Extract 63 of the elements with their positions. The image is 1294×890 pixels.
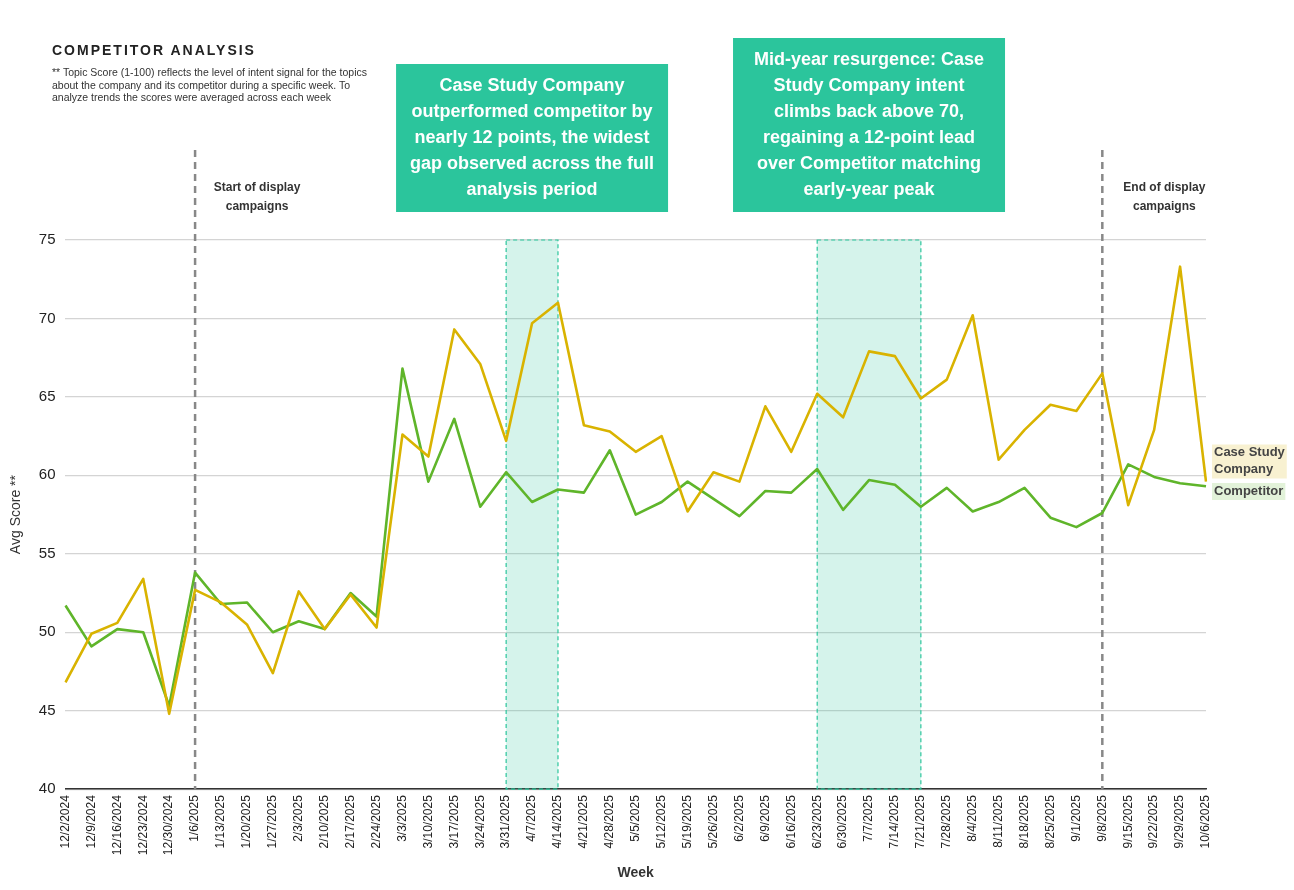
x-tick-label: 9/22/2025	[1146, 794, 1161, 849]
y-axis-title: Avg Score **	[7, 474, 24, 555]
x-tick-label: 9/8/2025	[1094, 794, 1109, 842]
y-tick-label: 55	[38, 543, 56, 561]
x-tick-label: 3/31/2025	[498, 794, 513, 849]
x-tick-label: 1/13/2025	[213, 794, 228, 849]
y-tick-label: 70	[38, 308, 56, 326]
x-tick-label: 3/3/2025	[394, 794, 409, 842]
x-tick-label: 3/10/2025	[420, 794, 435, 849]
x-tick-label: 3/24/2025	[472, 794, 487, 849]
chart-title: COMPETITOR ANALYSIS	[52, 42, 256, 58]
x-tick-label: 1/6/2025	[187, 794, 202, 842]
x-tick-label: 12/23/2024	[135, 794, 150, 856]
x-tick-label: 1/20/2025	[239, 794, 254, 849]
x-tick-label: 4/7/2025	[524, 794, 539, 842]
x-tick-label: 12/2/2024	[57, 794, 72, 849]
x-tick-label: 7/21/2025	[913, 794, 928, 849]
text: Case Study Company outperformed competitor by nearly 12 points, the widest gap observed across the full analysis period	[410, 74, 655, 199]
x-tick-label: 6/9/2025	[757, 794, 772, 842]
x-tick-label: 10/6/2025	[1198, 794, 1213, 849]
x-tick-label: 6/23/2025	[809, 794, 824, 849]
x-tick-label: 6/30/2025	[835, 794, 850, 849]
series-label: Case Study Company	[1214, 444, 1286, 477]
x-tick-label: 4/14/2025	[550, 794, 565, 849]
x-tick-label: 1/27/2025	[265, 794, 280, 849]
x-axis-title: Week	[617, 864, 655, 881]
ref-line-label: End of display campaigns	[1123, 180, 1206, 214]
x-tick-label: 5/26/2025	[705, 794, 720, 849]
x-tick-label: 5/19/2025	[679, 794, 694, 849]
x-tick-label: 9/1/2025	[1068, 794, 1083, 842]
x-tick-label: 5/5/2025	[628, 794, 643, 842]
x-tick-label: 2/17/2025	[342, 794, 357, 849]
x-tick-label: 8/11/2025	[990, 794, 1005, 848]
x-tick-label: 7/14/2025	[887, 794, 902, 849]
x-tick-label: 9/29/2025	[1172, 794, 1187, 849]
x-tick-label: 12/30/2024	[161, 794, 176, 856]
x-tick-label: 4/21/2025	[576, 794, 591, 849]
x-tick-label: 9/15/2025	[1120, 794, 1135, 849]
x-tick-label: 2/10/2025	[317, 794, 332, 849]
x-tick-label: 5/12/2025	[653, 794, 668, 849]
y-tick-label: 50	[38, 622, 56, 640]
x-tick-label: 12/16/2024	[109, 794, 124, 856]
x-tick-label: 8/4/2025	[965, 794, 980, 842]
y-tick-label: 75	[38, 230, 56, 248]
x-tick-label: 7/7/2025	[861, 794, 876, 842]
y-tick-label: 60	[38, 465, 56, 483]
x-tick-label: 4/28/2025	[602, 794, 617, 849]
x-tick-label: 6/2/2025	[731, 794, 746, 842]
x-tick-label: 6/16/2025	[783, 794, 798, 849]
x-tick-label: 7/28/2025	[939, 794, 954, 849]
x-tick-label: 12/9/2024	[83, 794, 98, 849]
y-tick-label: 45	[38, 700, 56, 718]
ref-line-label: Start of display campaigns	[213, 180, 301, 214]
x-tick-label: 2/3/2025	[291, 794, 306, 842]
y-tick-label: 65	[38, 387, 56, 405]
text: Mid-year resurgence: Case Study Company intent climbs back above 70, regaining a 12-point lead over Competitor matching early-year peak	[753, 48, 985, 199]
x-tick-label: 2/24/2025	[368, 794, 383, 849]
y-tick-label: 40	[38, 779, 56, 797]
chart-subtitle: ** Topic Score (1-100) reflects the level of intent signal for the topics about the company and its competitor during a specific week. To analyze trends the scores were averaged across each week	[52, 66, 368, 104]
x-tick-label: 8/18/2025	[1016, 794, 1031, 849]
x-tick-label: 3/17/2025	[446, 794, 461, 849]
series-label: Competitor	[1214, 482, 1284, 498]
x-tick-label: 8/25/2025	[1042, 794, 1057, 849]
